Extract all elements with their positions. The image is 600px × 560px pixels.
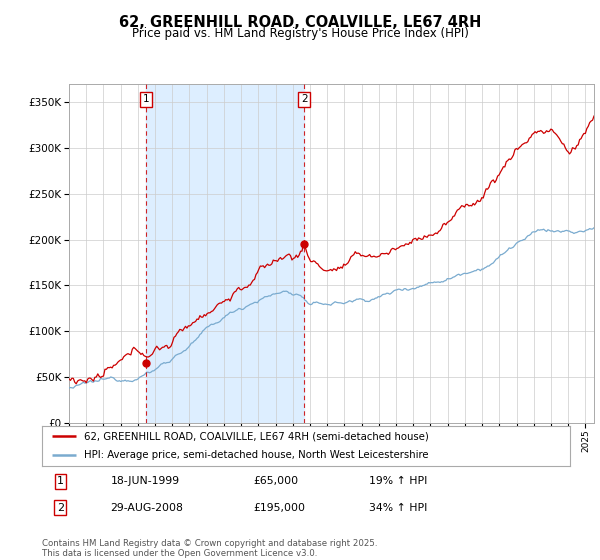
Text: HPI: Average price, semi-detached house, North West Leicestershire: HPI: Average price, semi-detached house,… bbox=[84, 450, 429, 460]
Text: 1: 1 bbox=[142, 94, 149, 104]
Text: 18-JUN-1999: 18-JUN-1999 bbox=[110, 476, 180, 486]
Text: Price paid vs. HM Land Registry's House Price Index (HPI): Price paid vs. HM Land Registry's House … bbox=[131, 27, 469, 40]
Bar bbox=[146, 84, 304, 423]
Text: 34% ↑ HPI: 34% ↑ HPI bbox=[370, 503, 428, 513]
Text: 2: 2 bbox=[301, 94, 307, 104]
Text: 1: 1 bbox=[57, 476, 64, 486]
Text: 19% ↑ HPI: 19% ↑ HPI bbox=[370, 476, 428, 486]
Text: 62, GREENHILL ROAD, COALVILLE, LE67 4RH (semi-detached house): 62, GREENHILL ROAD, COALVILLE, LE67 4RH … bbox=[84, 432, 429, 441]
Text: £195,000: £195,000 bbox=[253, 503, 305, 513]
Text: 2: 2 bbox=[57, 503, 64, 513]
Text: Contains HM Land Registry data © Crown copyright and database right 2025.
This d: Contains HM Land Registry data © Crown c… bbox=[42, 539, 377, 558]
Text: 29-AUG-2008: 29-AUG-2008 bbox=[110, 503, 184, 513]
Text: 62, GREENHILL ROAD, COALVILLE, LE67 4RH: 62, GREENHILL ROAD, COALVILLE, LE67 4RH bbox=[119, 15, 481, 30]
Text: £65,000: £65,000 bbox=[253, 476, 298, 486]
